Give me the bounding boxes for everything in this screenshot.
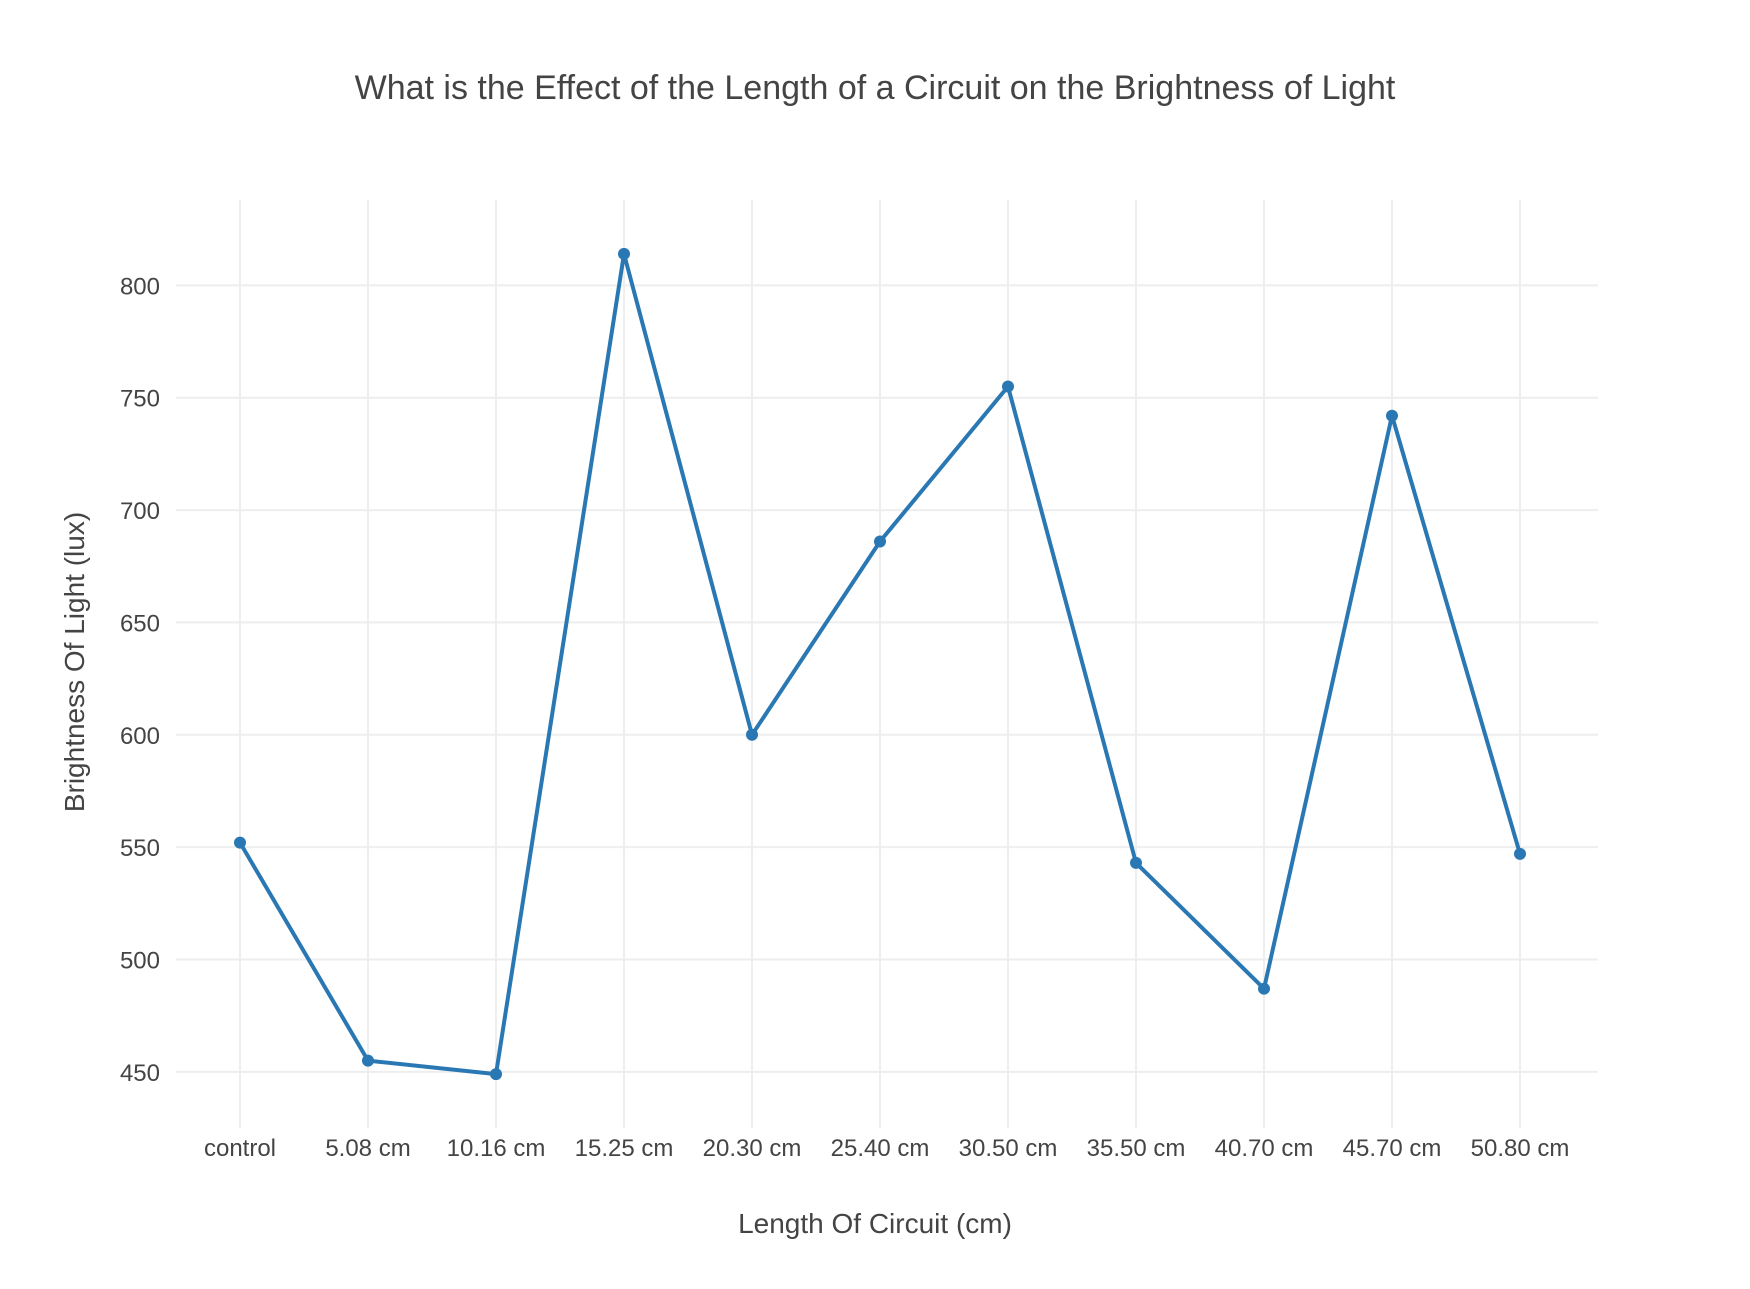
- y-axis-label: Brightness Of Light (lux): [59, 512, 90, 812]
- x-tick-label: 15.25 cm: [575, 1135, 674, 1162]
- data-point[interactable]: [362, 1054, 374, 1067]
- x-tick-label: 25.40 cm: [831, 1135, 930, 1162]
- y-tick-label: 550: [120, 835, 160, 862]
- x-tick-label: 40.70 cm: [1215, 1135, 1314, 1162]
- y-tick-label: 700: [120, 498, 160, 525]
- y-tick-label: 650: [120, 610, 160, 637]
- data-point[interactable]: [1514, 847, 1526, 860]
- x-tick-label: 30.50 cm: [959, 1135, 1058, 1162]
- x-tick-label: 10.16 cm: [447, 1135, 546, 1162]
- y-tick-label: 750: [120, 386, 160, 413]
- y-tick-label: 800: [120, 273, 160, 300]
- x-tick-label: 5.08 cm: [325, 1135, 410, 1162]
- y-axis-ticks: 450 500 550 600 650 700 750 800: [120, 273, 160, 1086]
- x-tick-label: control: [204, 1135, 276, 1162]
- x-axis-label: Length Of Circuit (cm): [738, 1208, 1012, 1239]
- chart-title: What is the Effect of the Length of a Ci…: [355, 69, 1396, 107]
- data-point[interactable]: [618, 247, 630, 260]
- data-point[interactable]: [746, 728, 758, 741]
- y-tick-label: 500: [120, 947, 160, 974]
- x-axis-ticks: control 5.08 cm 10.16 cm 15.25 cm 20.30 cm 25…: [204, 1135, 1569, 1162]
- x-tick-label: 50.80 cm: [1471, 1135, 1570, 1162]
- data-point[interactable]: [234, 836, 246, 849]
- x-tick-label: 45.70 cm: [1343, 1135, 1442, 1162]
- data-point[interactable]: [1386, 409, 1398, 422]
- x-tick-label: 35.50 cm: [1087, 1135, 1186, 1162]
- data-point[interactable]: [1258, 982, 1270, 995]
- y-tick-label: 600: [120, 723, 160, 750]
- x-tick-label: 20.30 cm: [703, 1135, 802, 1162]
- data-point[interactable]: [490, 1068, 502, 1081]
- data-point[interactable]: [1130, 856, 1142, 869]
- y-tick-label: 450: [120, 1060, 160, 1087]
- gridlines: [176, 200, 1598, 1128]
- data-point[interactable]: [874, 535, 886, 548]
- data-point[interactable]: [1002, 380, 1014, 393]
- data-points: [234, 247, 1526, 1081]
